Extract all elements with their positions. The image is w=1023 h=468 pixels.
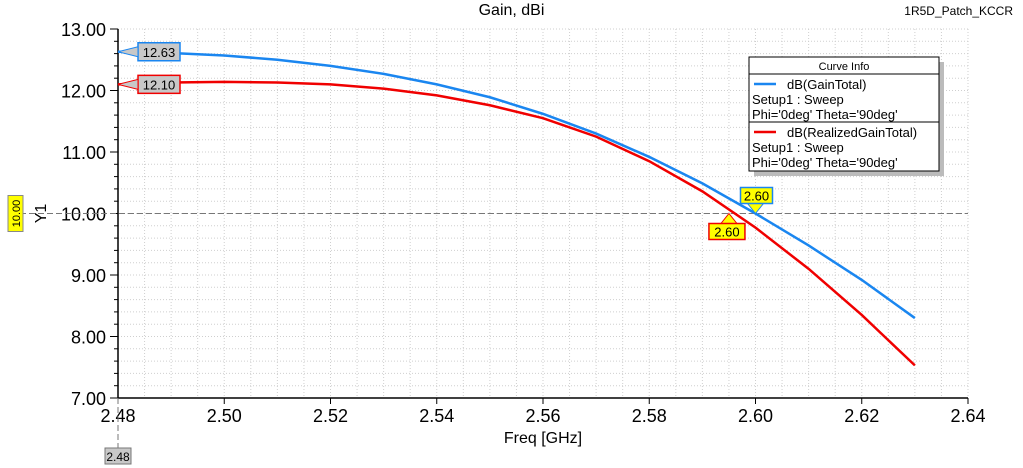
project-name: 1R5D_Patch_KCCR [904,4,1013,18]
x-axis-label: Freq [GHz] [504,430,582,447]
y-tick-label: 12.00 [61,82,106,102]
marker-label: 12.10 [143,77,176,92]
x-tick-label: 2.62 [844,406,879,426]
marker-pointer [117,46,139,58]
legend-entry-angles: Phi='0deg' Theta='90deg' [752,107,898,122]
legend-title: Curve Info [819,61,870,73]
y-tick-label: 10.00 [61,205,106,225]
x-tick-label: 2.60 [738,406,773,426]
marker-pointer [746,203,765,215]
legend-entry-setup: Setup1 : Sweep [752,92,844,107]
series-line-1 [117,80,916,367]
marker-box [708,222,746,241]
legend-box [748,56,940,172]
x-tick-label: 2.52 [313,406,348,426]
chart-title: Gain, dBi [478,2,545,19]
x-tick-label: 2.58 [632,406,667,426]
y-tick-label: 8.00 [71,328,106,348]
marker-box [739,186,774,205]
x-marker-box [104,447,132,465]
marker-label: 12.63 [143,45,176,60]
x-tick-label: 2.56 [525,406,560,426]
y-marker-box [7,195,24,232]
y-marker-label: 10.00 [11,200,23,228]
y-tick-label: 7.00 [71,389,106,409]
marker-pointer [719,212,738,224]
x-tick-label: 2.50 [207,406,242,426]
legend-entry-name: dB(GainTotal) [787,77,866,92]
legend-entry-name: dB(RealizedGainTotal) [787,125,917,140]
marker-label: 2.60 [714,225,739,240]
x-tick-label: 2.64 [950,406,985,426]
x-tick-label: 2.54 [419,406,454,426]
legend-entry-angles: Phi='0deg' Theta='90deg' [752,155,898,170]
marker-pointer [117,78,139,90]
marker-label: 2.60 [744,189,769,204]
x-marker-label: 2.48 [106,450,130,464]
y-tick-label: 9.00 [71,266,106,286]
legend-entry-setup: Setup1 : Sweep [752,140,844,155]
series-line-0 [117,50,916,320]
y-tick-label: 11.00 [62,143,106,163]
y-tick-label: 13.00 [61,20,106,40]
